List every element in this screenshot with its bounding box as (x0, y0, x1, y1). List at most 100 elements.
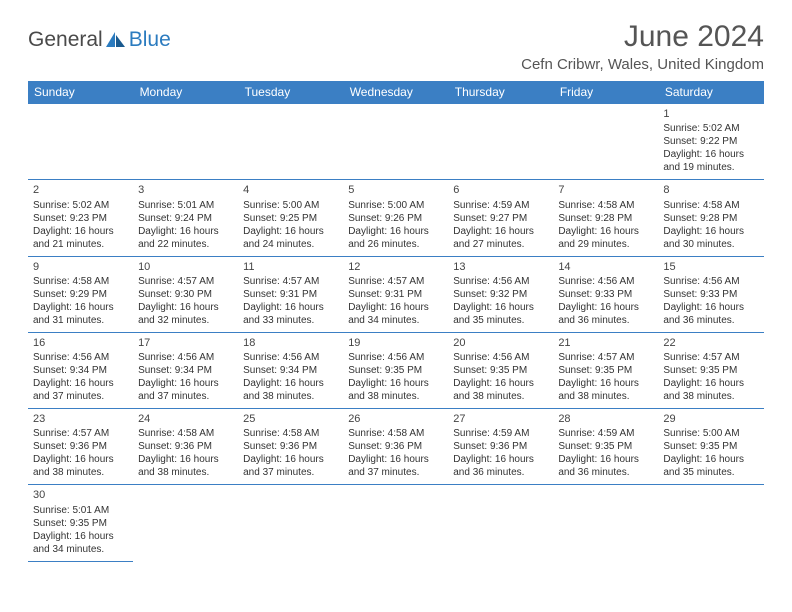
day-number: 5 (348, 183, 443, 197)
calendar-cell: 10Sunrise: 4:57 AMSunset: 9:30 PMDayligh… (133, 256, 238, 332)
sunset-line: Sunset: 9:30 PM (138, 288, 233, 301)
calendar-cell: 4Sunrise: 5:00 AMSunset: 9:25 PMDaylight… (238, 180, 343, 256)
sunset-line: Sunset: 9:36 PM (243, 440, 338, 453)
sunset-line: Sunset: 9:26 PM (348, 212, 443, 225)
daylight-line: Daylight: 16 hours and 38 minutes. (138, 453, 233, 479)
calendar-cell (133, 485, 238, 561)
sunrise-line: Sunrise: 4:56 AM (663, 275, 758, 288)
day-number: 21 (558, 336, 653, 350)
day-number: 19 (348, 336, 443, 350)
daylight-line: Daylight: 16 hours and 36 minutes. (663, 301, 758, 327)
day-header: Sunday (28, 81, 133, 104)
day-number: 15 (663, 260, 758, 274)
sunrise-line: Sunrise: 4:56 AM (348, 351, 443, 364)
daylight-line: Daylight: 16 hours and 37 minutes. (138, 377, 233, 403)
day-number: 14 (558, 260, 653, 274)
daylight-line: Daylight: 16 hours and 33 minutes. (243, 301, 338, 327)
calendar-cell (238, 485, 343, 561)
day-number: 8 (663, 183, 758, 197)
day-number: 12 (348, 260, 443, 274)
day-number: 17 (138, 336, 233, 350)
day-number: 6 (453, 183, 548, 197)
daylight-line: Daylight: 16 hours and 35 minutes. (453, 301, 548, 327)
calendar-cell: 23Sunrise: 4:57 AMSunset: 9:36 PMDayligh… (28, 409, 133, 485)
sunrise-line: Sunrise: 4:58 AM (138, 427, 233, 440)
calendar-row: 1Sunrise: 5:02 AMSunset: 9:22 PMDaylight… (28, 104, 764, 180)
day-header: Thursday (448, 81, 553, 104)
daylight-line: Daylight: 16 hours and 38 minutes. (663, 377, 758, 403)
logo: General Blue (28, 28, 171, 52)
daylight-line: Daylight: 16 hours and 38 minutes. (348, 377, 443, 403)
calendar-cell (28, 104, 133, 180)
calendar-cell: 7Sunrise: 4:58 AMSunset: 9:28 PMDaylight… (553, 180, 658, 256)
daylight-line: Daylight: 16 hours and 24 minutes. (243, 225, 338, 251)
calendar-cell: 18Sunrise: 4:56 AMSunset: 9:34 PMDayligh… (238, 332, 343, 408)
calendar-cell: 28Sunrise: 4:59 AMSunset: 9:35 PMDayligh… (553, 409, 658, 485)
calendar-cell: 3Sunrise: 5:01 AMSunset: 9:24 PMDaylight… (133, 180, 238, 256)
sunset-line: Sunset: 9:35 PM (663, 440, 758, 453)
sunset-line: Sunset: 9:34 PM (138, 364, 233, 377)
sunrise-line: Sunrise: 4:58 AM (663, 199, 758, 212)
sunset-line: Sunset: 9:31 PM (348, 288, 443, 301)
calendar-cell (553, 485, 658, 561)
sunrise-line: Sunrise: 5:02 AM (663, 122, 758, 135)
calendar-cell (553, 104, 658, 180)
calendar-cell: 20Sunrise: 4:56 AMSunset: 9:35 PMDayligh… (448, 332, 553, 408)
calendar-cell: 5Sunrise: 5:00 AMSunset: 9:26 PMDaylight… (343, 180, 448, 256)
daylight-line: Daylight: 16 hours and 38 minutes. (33, 453, 128, 479)
calendar-row: 9Sunrise: 4:58 AMSunset: 9:29 PMDaylight… (28, 256, 764, 332)
location: Cefn Cribwr, Wales, United Kingdom (521, 56, 764, 73)
calendar-cell: 19Sunrise: 4:56 AMSunset: 9:35 PMDayligh… (343, 332, 448, 408)
day-number: 29 (663, 412, 758, 426)
calendar-cell: 11Sunrise: 4:57 AMSunset: 9:31 PMDayligh… (238, 256, 343, 332)
calendar-cell: 17Sunrise: 4:56 AMSunset: 9:34 PMDayligh… (133, 332, 238, 408)
day-number: 28 (558, 412, 653, 426)
daylight-line: Daylight: 16 hours and 22 minutes. (138, 225, 233, 251)
day-number: 2 (33, 183, 128, 197)
calendar-row: 30Sunrise: 5:01 AMSunset: 9:35 PMDayligh… (28, 485, 764, 561)
day-number: 27 (453, 412, 548, 426)
calendar-cell (448, 485, 553, 561)
daylight-line: Daylight: 16 hours and 30 minutes. (663, 225, 758, 251)
sunset-line: Sunset: 9:27 PM (453, 212, 548, 225)
calendar-cell: 14Sunrise: 4:56 AMSunset: 9:33 PMDayligh… (553, 256, 658, 332)
sunset-line: Sunset: 9:33 PM (558, 288, 653, 301)
daylight-line: Daylight: 16 hours and 34 minutes. (33, 530, 128, 556)
sunset-line: Sunset: 9:35 PM (663, 364, 758, 377)
sunrise-line: Sunrise: 4:58 AM (243, 427, 338, 440)
sunrise-line: Sunrise: 4:56 AM (453, 351, 548, 364)
sunset-line: Sunset: 9:36 PM (453, 440, 548, 453)
day-number: 1 (663, 107, 758, 121)
calendar-cell: 1Sunrise: 5:02 AMSunset: 9:22 PMDaylight… (658, 104, 763, 180)
calendar-cell (448, 104, 553, 180)
daylight-line: Daylight: 16 hours and 31 minutes. (33, 301, 128, 327)
calendar-cell: 13Sunrise: 4:56 AMSunset: 9:32 PMDayligh… (448, 256, 553, 332)
calendar-body: 1Sunrise: 5:02 AMSunset: 9:22 PM Daylight… (28, 104, 764, 562)
sunrise-line: Sunrise: 4:57 AM (33, 427, 128, 440)
calendar-cell: 12Sunrise: 4:57 AMSunset: 9:31 PMDayligh… (343, 256, 448, 332)
daylight-line: Daylight: 16 hours and 21 minutes. (33, 225, 128, 251)
calendar-cell: 22Sunrise: 4:57 AMSunset: 9:35 PMDayligh… (658, 332, 763, 408)
sunset-line: Sunset: 9:34 PM (33, 364, 128, 377)
daylight-line: Daylight: 16 hours and 29 minutes. (558, 225, 653, 251)
calendar-cell: 25Sunrise: 4:58 AMSunset: 9:36 PMDayligh… (238, 409, 343, 485)
day-header: Tuesday (238, 81, 343, 104)
calendar-cell (343, 104, 448, 180)
sunset-line: Sunset: 9:22 PM (663, 135, 758, 148)
sunrise-line: Sunrise: 4:58 AM (558, 199, 653, 212)
sunset-line: Sunset: 9:35 PM (348, 364, 443, 377)
sunset-line: Sunset: 9:34 PM (243, 364, 338, 377)
daylight-line: Daylight: 16 hours and 38 minutes. (243, 377, 338, 403)
sunset-line: Sunset: 9:36 PM (348, 440, 443, 453)
calendar-cell: 26Sunrise: 4:58 AMSunset: 9:36 PMDayligh… (343, 409, 448, 485)
calendar-cell: 21Sunrise: 4:57 AMSunset: 9:35 PMDayligh… (553, 332, 658, 408)
day-number: 30 (33, 488, 128, 502)
day-header: Wednesday (343, 81, 448, 104)
sunrise-line: Sunrise: 4:57 AM (663, 351, 758, 364)
day-number: 22 (663, 336, 758, 350)
day-number: 20 (453, 336, 548, 350)
daylight-line: Daylight: 16 hours and 26 minutes. (348, 225, 443, 251)
day-number: 7 (558, 183, 653, 197)
day-number: 18 (243, 336, 338, 350)
logo-text-blue: Blue (129, 28, 171, 52)
